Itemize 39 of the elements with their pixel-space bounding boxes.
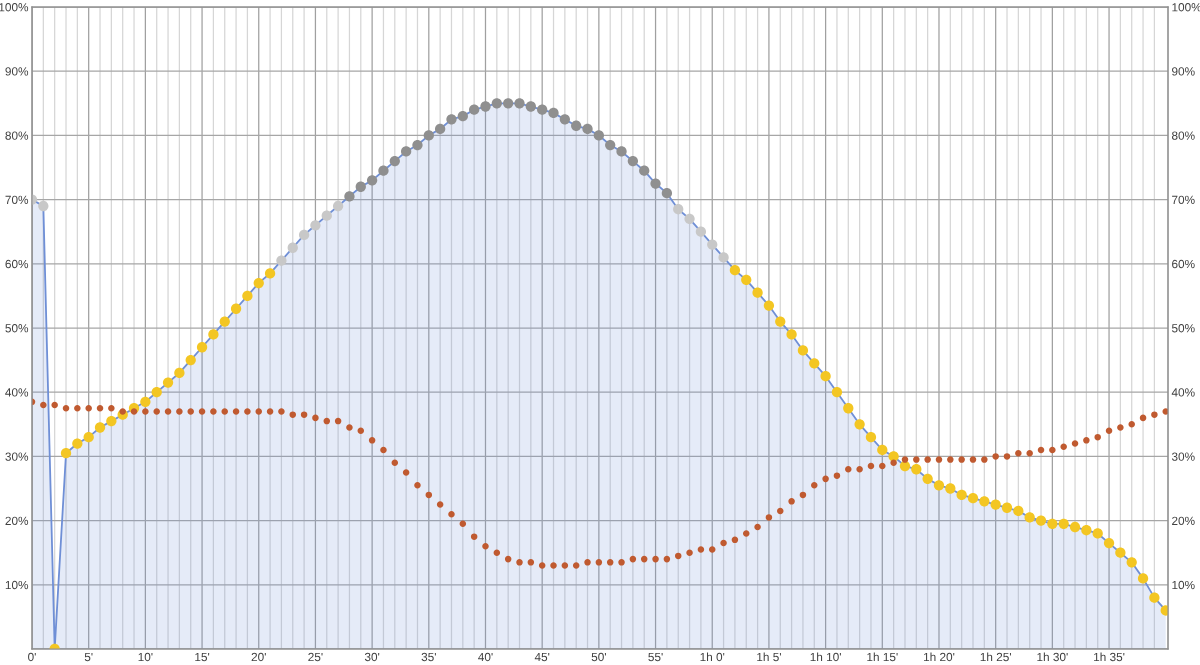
y-tick-label: 10% <box>5 580 29 590</box>
x-tick-label: 5' <box>84 652 93 662</box>
y-tick-label: 40% <box>5 388 29 397</box>
x-tick-label: 15' <box>195 652 210 662</box>
x-tick-label: 55' <box>648 652 663 662</box>
x-tick-label: 25' <box>308 652 323 662</box>
y-tick-label: 90% <box>5 67 29 76</box>
y-tick-label: 30% <box>5 452 29 461</box>
x-tick-label: 1h 35' <box>1094 652 1125 662</box>
x-tick-label: 30' <box>364 652 380 662</box>
y2-tick-label: 90% <box>1172 67 1195 76</box>
y-tick-label: 20% <box>5 516 29 525</box>
x-tick-label: 1h 10' <box>810 652 841 662</box>
x-tick-label: 10' <box>138 652 153 662</box>
y-tick-label: 50% <box>5 324 29 333</box>
y-tick-label: 70% <box>5 195 29 204</box>
y-tick-label: 60% <box>5 259 29 269</box>
x-tick-label: 1h 5' <box>757 652 781 662</box>
y2-tick-label: 10% <box>1172 580 1195 590</box>
x-tick-label: 0' <box>28 652 36 662</box>
y2-tick-label: 40% <box>1171 388 1195 397</box>
y2-tick-label: 50% <box>1171 324 1195 333</box>
y-tick-label: 100% <box>0 3 29 12</box>
y2-tick-label: 60% <box>1172 259 1195 269</box>
x-tick-label: 20' <box>251 652 266 662</box>
x-tick-label: 1h 30' <box>1037 652 1068 662</box>
x-tick-label: 45' <box>534 652 550 662</box>
x-tick-label: 50' <box>591 652 606 662</box>
x-tick-label: 1h 15' <box>867 652 898 662</box>
y2-tick-label: 80% <box>1171 131 1195 140</box>
x-tick-label: 35' <box>421 652 436 662</box>
y2-tick-label: 70% <box>1172 195 1195 204</box>
x-tick-label: 1h 25' <box>980 652 1011 662</box>
y-tick-label: 80% <box>5 131 29 140</box>
y2-tick-label: 20% <box>1172 516 1195 525</box>
x-tick-label: 1h 20' <box>923 652 955 662</box>
x-tick-label: 40' <box>478 652 493 662</box>
y2-tick-label: 30% <box>1171 452 1195 461</box>
x-tick-label: 1h 0' <box>700 652 725 662</box>
